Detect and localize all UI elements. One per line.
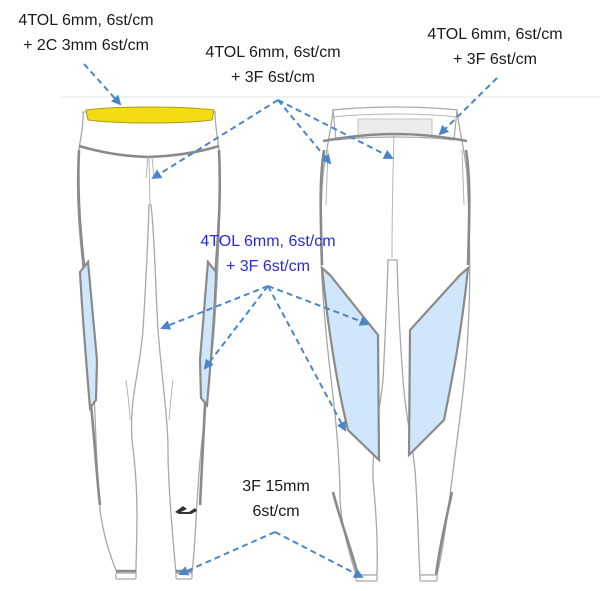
label-waistband-yellow-line2: + 2C 3mm 6st/cm xyxy=(23,37,149,54)
label-hems: 3F 15mm 6st/cm xyxy=(242,478,310,520)
label-hems-line2: 6st/cm xyxy=(252,503,299,520)
back-right-side-seam xyxy=(464,149,471,266)
front-right-cuff xyxy=(175,572,193,580)
arrow-to-front-right-mesh xyxy=(203,285,269,370)
front-left-mesh-panel xyxy=(78,259,99,411)
front-dart-left xyxy=(145,156,149,179)
front-left-cuff xyxy=(115,572,137,580)
label-waistband-yellow-line1: 4TOL 6mm, 6st/cm xyxy=(18,12,153,29)
back-waistband-patch xyxy=(357,118,433,136)
label-back-waistband: 4TOL 6mm, 6st/cm + 3F 6st/cm xyxy=(427,26,562,68)
back-waistband-top-seam xyxy=(332,113,458,118)
label-back-waistband-line2: + 3F 6st/cm xyxy=(453,51,537,68)
front-waistband-highlight xyxy=(85,106,215,124)
label-waistband-yellow: 4TOL 6mm, 6st/cm + 2C 3mm 6st/cm xyxy=(18,12,153,54)
back-right-cuff xyxy=(419,574,438,582)
arrow-to-front-left-mesh xyxy=(160,285,269,330)
arrow-to-back-hem xyxy=(274,531,364,578)
arrow-to-front-hem xyxy=(178,531,276,576)
back-right-lower-seam xyxy=(434,491,454,576)
arrow-to-front-waistband xyxy=(83,63,122,106)
label-hems-line1: 3F 15mm xyxy=(242,478,310,495)
front-knee-line-left xyxy=(125,379,131,421)
front-view-leggings xyxy=(76,106,222,580)
arrow-to-back-waistband-patch xyxy=(438,77,498,136)
back-view-leggings xyxy=(319,106,471,582)
label-mesh-panels-line1: 4TOL 6mm, 6st/cm xyxy=(200,233,335,250)
label-front-seams-line1: 4TOL 6mm, 6st/cm xyxy=(205,44,340,61)
front-knee-line-right xyxy=(168,379,174,421)
label-mesh-panels-line2: + 3F 6st/cm xyxy=(226,258,310,275)
back-center-seam xyxy=(391,133,395,259)
annotation-arrows xyxy=(83,63,498,578)
label-back-waistband-line1: 4TOL 6mm, 6st/cm xyxy=(427,26,562,43)
back-garment-outline xyxy=(320,109,471,576)
arrow-to-back-left-mesh-bottom xyxy=(267,285,346,432)
label-front-seams: 4TOL 6mm, 6st/cm + 3F 6st/cm xyxy=(205,44,340,86)
back-right-mesh-panel xyxy=(407,265,470,458)
label-mesh-panels: 4TOL 6mm, 6st/cm + 3F 6st/cm xyxy=(200,233,335,275)
back-left-mesh-panel xyxy=(320,265,381,463)
arrow-to-back-waist-right xyxy=(277,99,394,159)
front-center-seam xyxy=(148,156,151,206)
arrow-to-back-waist-left xyxy=(277,99,332,165)
arrow-to-front-waist-seam xyxy=(151,99,279,180)
label-front-seams-line2: + 3F 6st/cm xyxy=(231,69,315,86)
back-left-lower-seam xyxy=(331,491,360,576)
arrow-to-back-left-mesh-top xyxy=(267,285,370,326)
reebok-logo-icon xyxy=(175,506,197,514)
back-right-pocket-line xyxy=(461,149,465,206)
back-waistband-seam xyxy=(322,132,468,143)
